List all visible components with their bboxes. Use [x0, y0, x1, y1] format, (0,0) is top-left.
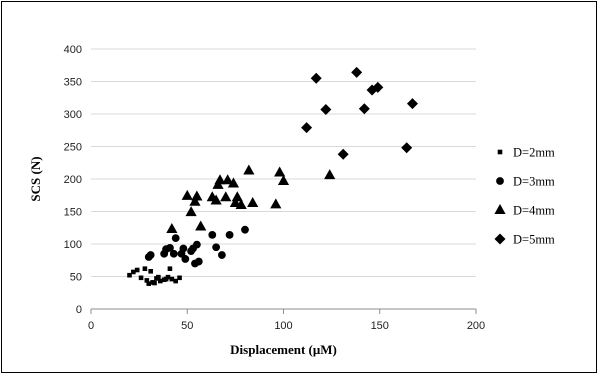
legend-marker: [496, 177, 504, 185]
data-point: [194, 257, 203, 266]
data-point: [131, 269, 136, 275]
data-point: [324, 169, 336, 180]
data-point: [191, 190, 203, 201]
data-point: [210, 194, 222, 205]
data-point: [148, 269, 153, 274]
y-tick-label: 50: [70, 272, 82, 284]
data-point: [274, 166, 286, 177]
data-point: [146, 281, 152, 286]
data-point: [179, 244, 188, 253]
data-point: [166, 223, 178, 234]
data-point: [177, 275, 182, 281]
data-point: [358, 103, 370, 115]
data-point: [166, 244, 174, 252]
data-point: [214, 174, 226, 185]
data-point: [320, 103, 332, 115]
x-axis-title: Displacement (μM): [230, 342, 337, 357]
data-point: [152, 280, 157, 286]
x-tick-label: 100: [274, 320, 292, 332]
data-point: [270, 198, 282, 209]
axes: [90, 308, 477, 314]
data-point: [138, 275, 144, 281]
data-point: [181, 255, 190, 263]
data-point: [220, 191, 232, 202]
data-point: [189, 195, 201, 206]
data-point: [144, 278, 150, 283]
data-point: [212, 243, 221, 252]
data-point: [406, 98, 418, 110]
grid-lines: [91, 48, 476, 277]
data-point: [192, 240, 201, 249]
tick-labels: 0 50 100 150 200 250 300 350 400 0 50 100 150 200: [64, 44, 486, 332]
y-tick-label: 200: [64, 174, 82, 186]
data-point: [243, 164, 255, 175]
legend-item: D=2mm: [497, 146, 555, 160]
data-point: [142, 266, 148, 271]
x-tick-label: 200: [467, 320, 485, 332]
series-3: [301, 66, 418, 160]
data-point: [127, 272, 132, 278]
legend-label: D=4mm: [513, 204, 555, 218]
data-point: [171, 234, 180, 243]
data-point: [235, 199, 247, 209]
data-point: [208, 231, 217, 239]
legend-marker: [494, 204, 506, 214]
y-tick-label: 300: [64, 109, 82, 121]
x-tick-label: 50: [181, 320, 193, 332]
legend-label: D=2mm: [513, 146, 555, 160]
data-point: [156, 274, 161, 280]
data-point: [227, 177, 240, 188]
data-point: [401, 142, 413, 154]
y-tick-label: 400: [64, 44, 82, 56]
data-point: [225, 231, 234, 239]
data-point: [169, 276, 175, 282]
data-point: [231, 191, 243, 202]
legend-label: D=5mm: [513, 233, 555, 247]
data-point: [165, 274, 171, 280]
data-point: [241, 225, 249, 234]
data-point: [146, 251, 155, 259]
series-0: [127, 266, 182, 286]
x-tick-label: 150: [371, 320, 389, 332]
data-point: [301, 122, 313, 134]
legend-item: D=4mm: [494, 204, 555, 218]
data-point: [158, 278, 163, 284]
y-tick-label: 350: [64, 77, 82, 89]
data-point: [337, 148, 349, 160]
data-points: [127, 66, 418, 286]
data-point: [169, 249, 178, 258]
x-tick-label: 0: [88, 320, 94, 332]
data-point: [167, 266, 173, 271]
series-1: [144, 225, 249, 268]
data-point: [247, 197, 259, 208]
data-point: [185, 206, 197, 217]
scatter-chart: 0 50 100 150 200 250 300 350 400 0 50 100 150 200 Dis…: [28, 44, 555, 357]
y-tick-label: 100: [64, 239, 82, 251]
data-point: [372, 81, 384, 93]
chart-frame: 0 50 100 150 200 250 300 350 400 0 50 100 150 200 Dis…: [1, 1, 597, 373]
data-point: [173, 278, 178, 284]
legend-item: D=3mm: [496, 175, 555, 189]
data-point: [134, 267, 140, 273]
y-tick-label: 150: [64, 207, 82, 219]
y-tick-label: 250: [64, 142, 82, 154]
data-point: [351, 66, 363, 78]
data-point: [310, 72, 322, 84]
legend-marker: [497, 149, 503, 155]
legend-item: D=5mm: [494, 233, 555, 247]
data-point: [277, 174, 290, 185]
data-point: [218, 251, 226, 259]
data-point: [222, 174, 234, 185]
y-tick-label: 0: [76, 304, 82, 316]
y-axis-title: SCS (N): [28, 156, 43, 201]
series-2: [166, 164, 336, 234]
legend: D=2mm D=3mm D=4mm D=5mm: [494, 146, 555, 247]
data-point: [181, 189, 193, 200]
legend-marker: [494, 233, 506, 245]
legend-label: D=3mm: [513, 175, 555, 189]
data-point: [195, 220, 207, 231]
